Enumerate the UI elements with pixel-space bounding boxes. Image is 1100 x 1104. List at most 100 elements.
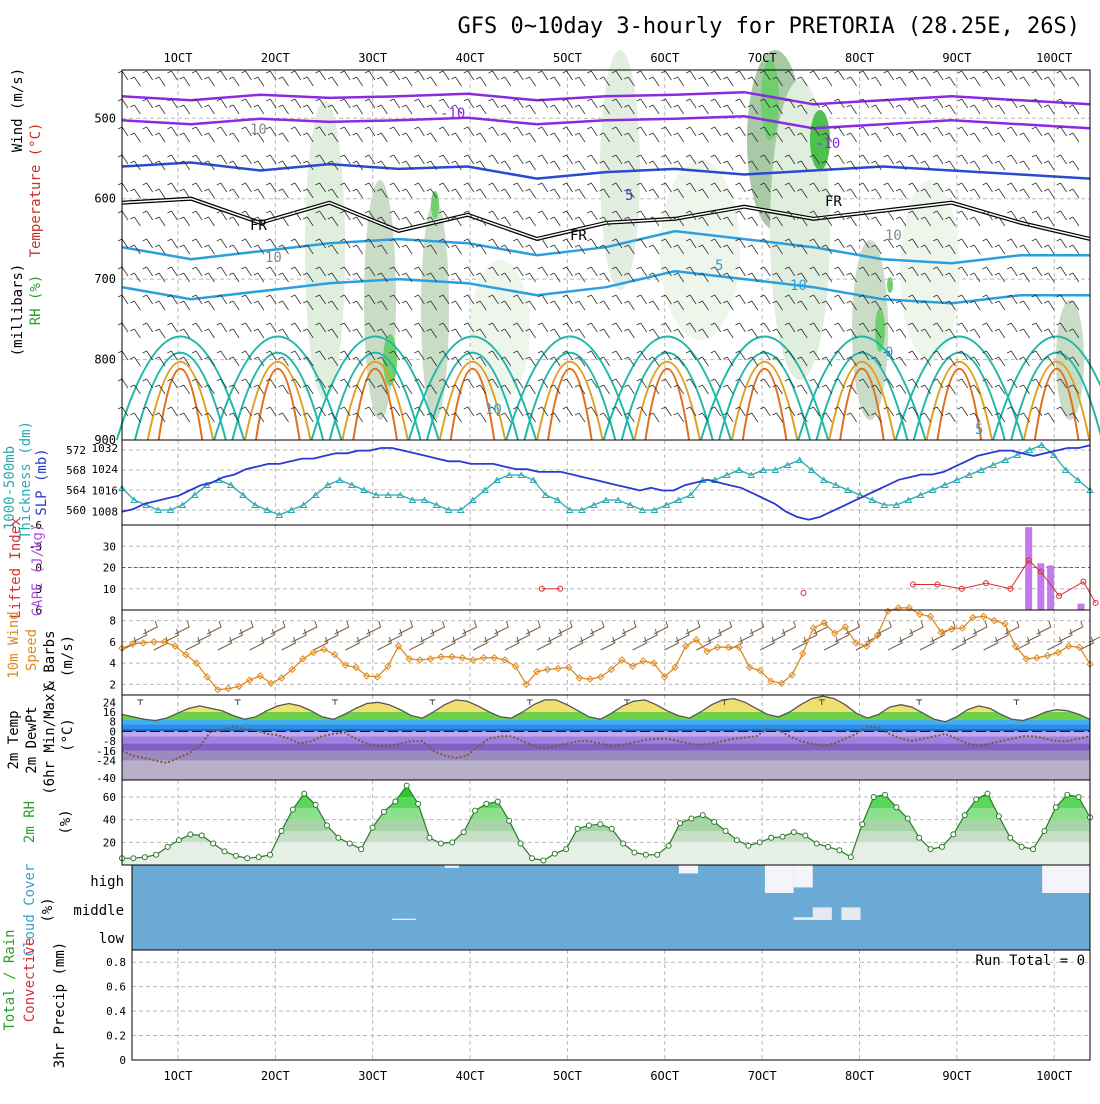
wind-barb	[475, 76, 487, 87]
wind-barb	[969, 188, 981, 199]
wind-barb	[142, 210, 154, 221]
wind-barb	[266, 294, 277, 305]
wind-barb	[784, 238, 796, 249]
wind-barb	[117, 126, 129, 137]
wind-barb	[537, 98, 549, 109]
temp-tick: -8	[103, 735, 116, 748]
panel-label: Lifted Index	[8, 517, 24, 618]
wind-speed-marker	[469, 656, 477, 664]
wind-barb	[303, 104, 314, 115]
wind-speed-marker	[394, 642, 403, 650]
wind-barb	[142, 322, 154, 333]
surface-wind-barb	[238, 620, 254, 635]
wind-barb	[179, 412, 191, 423]
rh-band	[122, 831, 1090, 843]
wind-barb	[710, 182, 722, 193]
wind-barb	[648, 384, 660, 395]
wind-barb	[241, 322, 252, 333]
surface-wind-barb	[451, 628, 467, 643]
wind-barb	[809, 238, 820, 249]
wind-barb	[932, 182, 944, 193]
wind-barb	[945, 412, 956, 423]
wind-barb	[1044, 384, 1055, 395]
thickness-marker	[953, 476, 961, 483]
wind-barb	[130, 104, 141, 115]
wind-speed-marker	[916, 610, 924, 618]
wind-barb	[784, 126, 796, 137]
wind-barb	[352, 300, 363, 311]
wind-barb	[451, 412, 462, 423]
rh-marker	[768, 834, 775, 841]
wind-barb	[698, 356, 709, 367]
series-temp	[121, 695, 1091, 723]
wind-barb	[167, 126, 178, 137]
panel-frames	[121, 69, 1091, 1061]
wind-barb	[130, 132, 141, 143]
rh-marker	[870, 794, 877, 800]
wind-barb	[426, 216, 438, 227]
surface-wind-barb	[313, 636, 329, 651]
wind-barb	[1019, 188, 1030, 199]
wind-barb	[611, 406, 623, 417]
wind-barb	[216, 294, 228, 305]
wind-barb	[463, 322, 475, 333]
rh-shading	[660, 160, 740, 340]
wind-barb	[451, 272, 462, 283]
wind-barb	[648, 356, 660, 367]
wind-barb	[969, 160, 981, 171]
wind-barb	[401, 300, 413, 311]
wind-barb	[945, 216, 956, 227]
wind-speed-marker	[235, 682, 243, 691]
surface-isotherm	[352, 368, 398, 441]
wind-barb	[908, 154, 919, 165]
rh-shading	[305, 100, 345, 400]
wind-barb	[624, 328, 635, 339]
wind-barb	[500, 104, 512, 115]
wind-barb	[327, 384, 339, 395]
wind-barb	[228, 384, 240, 395]
wind-barb	[1056, 154, 1067, 165]
li-segment	[961, 582, 987, 590]
cloud-high-clear	[764, 865, 794, 893]
wind-barb	[550, 384, 561, 395]
thickness-marker	[795, 456, 804, 463]
wind-barb	[883, 294, 895, 305]
wind-barb	[587, 126, 598, 137]
wind-barb	[636, 266, 648, 277]
thickness-marker	[432, 501, 441, 508]
wind-barb	[636, 406, 648, 417]
wind-barb	[389, 70, 401, 81]
wind-barb	[216, 322, 228, 333]
rh-band	[122, 842, 1090, 865]
wind-barb	[327, 132, 339, 143]
wind-speed-marker	[948, 625, 956, 633]
wind-speed-marker	[586, 675, 594, 683]
wind-barb	[142, 406, 154, 417]
rh-bands	[122, 785, 1090, 865]
wind-barb	[945, 356, 956, 367]
wind-barb	[562, 294, 573, 305]
wind-barb	[1044, 356, 1055, 367]
wind-barb	[290, 266, 302, 277]
wind-barb	[451, 104, 462, 115]
wind-barb	[377, 328, 388, 339]
wind-barb	[303, 132, 314, 143]
surface-wind-barb	[717, 620, 733, 635]
wind-barb	[784, 182, 796, 193]
isotherm-minus20	[121, 90, 1091, 106]
wind-barb	[920, 104, 932, 115]
wind-barb	[500, 356, 512, 367]
contour-label: 10	[485, 402, 502, 418]
wind-barb	[154, 104, 166, 115]
surface-wind-barb	[536, 636, 552, 651]
wind-barb	[760, 350, 771, 361]
wind-barb	[513, 350, 524, 361]
wind-barb	[228, 76, 240, 87]
wind-barb	[315, 378, 326, 389]
wind-barb	[685, 322, 697, 333]
surface-wind-barb	[174, 620, 190, 635]
precip-tick: 0.4	[106, 1005, 126, 1018]
wind-barb	[945, 384, 956, 395]
wind-barb	[228, 160, 240, 171]
wind-barb	[834, 378, 845, 389]
